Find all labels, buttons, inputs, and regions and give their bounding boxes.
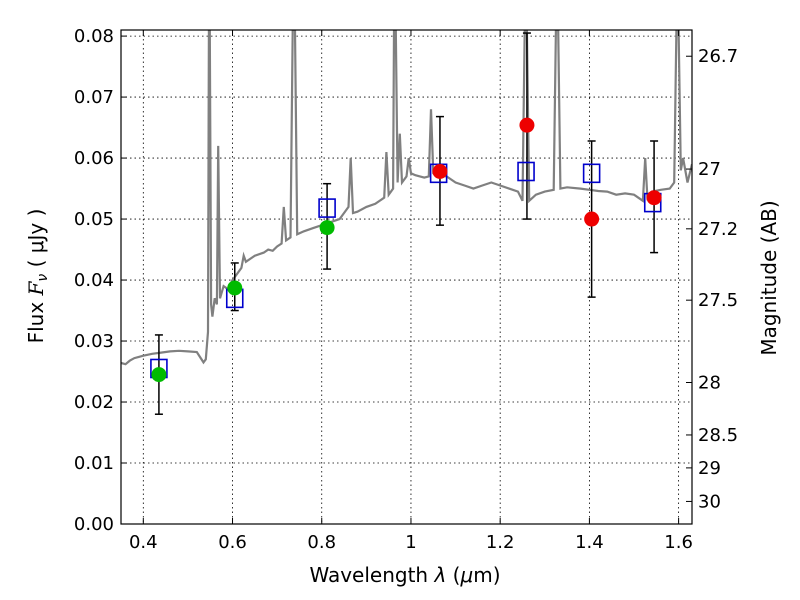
x-tick-label: 1: [405, 532, 416, 553]
x-axis-label: Wavelength λ (μm): [309, 563, 500, 587]
y-tick-label: 0.00: [74, 514, 114, 535]
y-tick-label: 0.03: [74, 331, 114, 352]
flux-point-red: [584, 211, 600, 227]
grid: [121, 30, 692, 525]
y2-tick-label: 28.5: [698, 425, 738, 446]
flux-point-green: [319, 220, 335, 236]
observed-flux-points: [151, 117, 662, 383]
y-tick-label: 0.07: [74, 87, 114, 108]
model-photometry-squares: [150, 161, 662, 379]
flux-point-green: [227, 280, 243, 296]
y2-tick-label: 27.2: [698, 219, 738, 240]
y2-tick-label: 30: [698, 491, 721, 512]
y-tick-label: 0.01: [74, 453, 114, 474]
x-tick-label: 1.2: [486, 532, 515, 553]
model-square: [318, 198, 336, 218]
flux-point-red: [519, 117, 535, 133]
plot-frame: [120, 29, 693, 525]
y2-tick-label: 27.5: [698, 290, 738, 311]
x-axis-ticks: 0.4 0.6 0.8 1 1.2 1.4 1.6: [129, 30, 693, 553]
x-tick-label: 1.4: [575, 532, 604, 553]
magnitude-axis-ticks: 26.7 27 27.2 27.5 28 28.5 29 30: [686, 46, 738, 512]
x-tick-label: 0.8: [307, 532, 336, 553]
flux-point-green: [151, 367, 167, 383]
y2-tick-label: 28: [698, 373, 721, 394]
x-tick-label: 0.4: [129, 532, 158, 553]
y-axis-ticks: 0.00 0.01 0.02 0.03 0.04 0.05 0.06 0.07 0.08: [74, 26, 127, 535]
y-tick-label: 0.02: [74, 392, 114, 413]
model-square: [517, 161, 535, 182]
y2-axis-label: Magnitude (AB): [757, 200, 781, 355]
spectrum-line: [121, 30, 692, 366]
x-tick-label: 0.6: [218, 532, 247, 553]
y-tick-label: 0.04: [74, 270, 114, 291]
y-tick-label: 0.06: [74, 148, 114, 169]
y2-tick-label: 29: [698, 458, 721, 479]
error-bars: [154, 32, 659, 415]
y-tick-label: 0.05: [74, 209, 114, 230]
y2-tick-label: 26.7: [698, 46, 738, 67]
flux-point-red: [432, 163, 448, 179]
y-axis-label: Flux Fν ( μJy ): [24, 209, 51, 344]
y-tick-label: 0.08: [74, 26, 114, 47]
model-spectrum: [121, 30, 692, 366]
y2-tick-label: 27: [698, 159, 721, 180]
model-square: [582, 163, 601, 184]
x-tick-label: 1.6: [664, 532, 693, 553]
flux-point-red: [646, 190, 662, 206]
